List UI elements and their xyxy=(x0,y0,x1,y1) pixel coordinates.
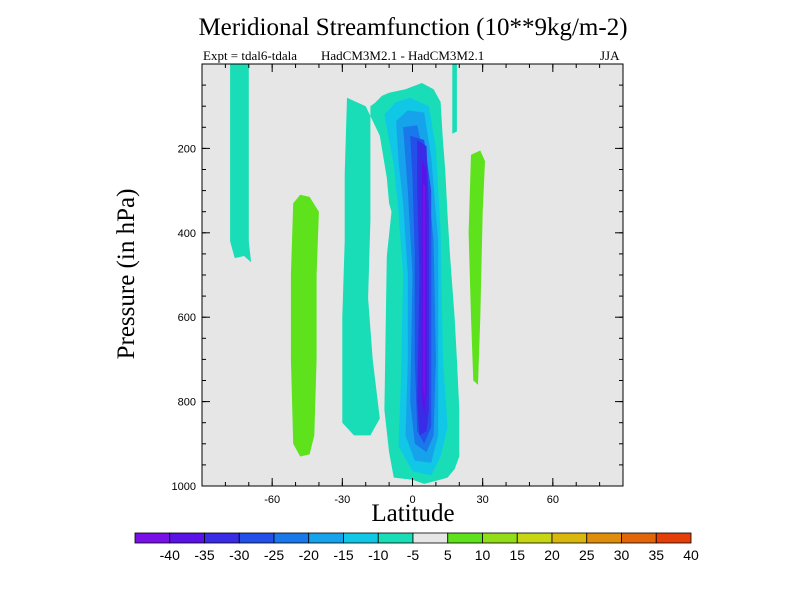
experiment-label: Expt = tdal6-tdala xyxy=(203,48,297,63)
x-tick-label: -60 xyxy=(264,494,280,506)
contour-region-10 xyxy=(290,194,319,457)
colorbar-label: -10 xyxy=(368,547,388,563)
x-tick-label: 0 xyxy=(409,494,415,506)
colorbar-swatch xyxy=(343,532,379,544)
colorbar-label: 20 xyxy=(544,547,560,563)
colorbar-label: -25 xyxy=(264,547,284,563)
y-tick-label: 800 xyxy=(178,397,196,409)
colorbar-label: 30 xyxy=(614,547,630,563)
colorbar-swatch xyxy=(204,532,240,544)
colorbar-swatch xyxy=(377,532,414,544)
colorbar-swatch xyxy=(586,532,622,544)
colorbar-swatch xyxy=(412,532,449,544)
colorbar-label: 35 xyxy=(648,547,664,563)
contour-region-0 xyxy=(230,64,252,263)
colorbar-label: 10 xyxy=(475,547,491,563)
x-tick-label: -30 xyxy=(334,494,350,506)
y-tick-label: 1000 xyxy=(172,481,196,493)
colorbar-swatch xyxy=(134,532,171,544)
colorbar-label: -20 xyxy=(299,547,319,563)
contour-region-11 xyxy=(468,150,485,385)
x-tick-label: 60 xyxy=(547,494,559,506)
colorbar-label: -35 xyxy=(194,547,214,563)
contour-region-2 xyxy=(452,64,457,134)
colorbar-label: -5 xyxy=(407,547,420,563)
season-label: JJA xyxy=(600,48,620,63)
y-tick-label: 200 xyxy=(178,143,196,155)
y-tick-label: 400 xyxy=(178,228,196,240)
colorbar-label: 15 xyxy=(509,547,525,563)
x-axis-label: Latitude xyxy=(371,500,455,527)
colorbar: -40 -35 -30 -25 -20 -15 -10 -5 5 10 15 20 25 30 35 40 xyxy=(134,532,699,563)
colorbar-label: 25 xyxy=(579,547,595,563)
axis-ticks: -60 -30 0 30 60 200 400 600 800 1000 xyxy=(172,64,624,506)
y-tick-label: 600 xyxy=(178,312,196,324)
x-tick-label: 30 xyxy=(477,494,489,506)
colorbar-swatch xyxy=(169,532,205,544)
colorbar-swatch xyxy=(655,532,692,544)
colorbar-label: 5 xyxy=(444,547,452,563)
colorbar-label: -30 xyxy=(229,547,249,563)
chart-title: Meridional Streamfunction (10**9kg/m-2) xyxy=(198,14,628,41)
models-label: HadCM3M2.1 - HadCM3M2.1 xyxy=(321,48,485,63)
colorbar-swatch xyxy=(447,532,483,544)
colorbar-swatch xyxy=(273,532,310,544)
contour-region-9 xyxy=(423,182,426,402)
colorbar-label: -40 xyxy=(160,547,180,563)
colorbar-swatch xyxy=(551,532,588,544)
colorbar-swatch xyxy=(238,532,275,544)
colorbar-swatch xyxy=(621,532,657,544)
colorbar-label: 40 xyxy=(683,547,699,563)
plot-frame xyxy=(201,63,624,487)
contour-regions xyxy=(230,64,485,484)
colorbar-swatch xyxy=(308,532,344,544)
colorbar-swatch xyxy=(516,532,553,544)
colorbar-swatch xyxy=(482,532,518,544)
colorbar-label: -15 xyxy=(333,547,353,563)
